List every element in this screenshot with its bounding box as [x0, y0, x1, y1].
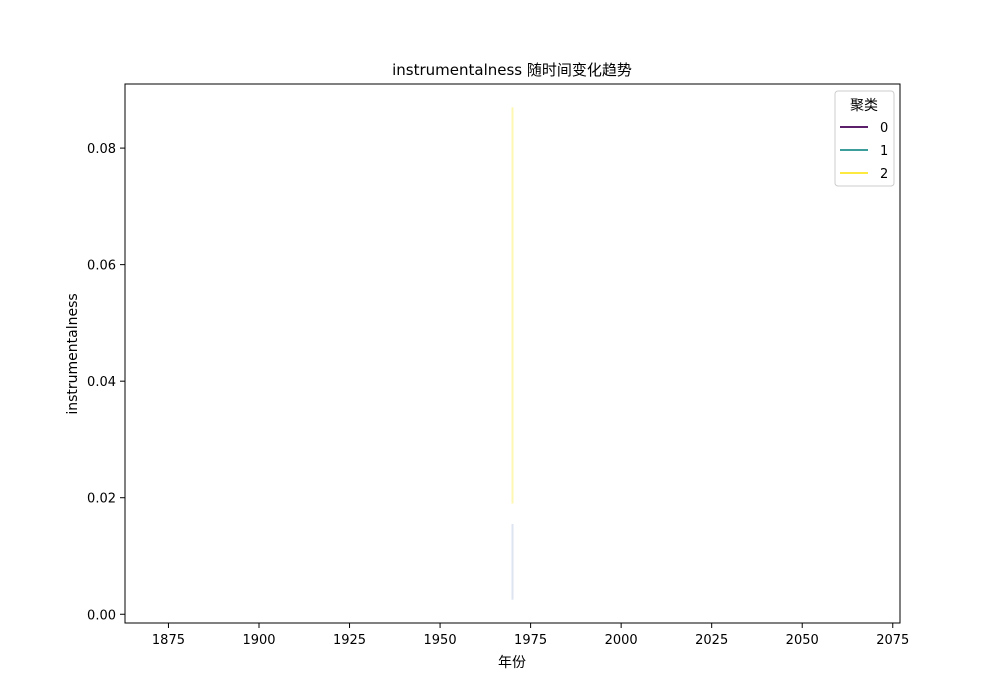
confidence-band-series-2	[511, 107, 514, 504]
y-tick-label: 0.04	[87, 375, 116, 390]
x-tick-label: 2050	[786, 633, 819, 648]
plot-area	[511, 107, 514, 600]
legend-label-1: 1	[880, 144, 888, 159]
x-tick-label: 1925	[333, 633, 366, 648]
x-tick-label: 2025	[695, 633, 728, 648]
x-axis: 1875 1900 1925 1950 1975 2000 2025 2050 2075	[152, 623, 909, 648]
plot-frame	[124, 83, 901, 624]
y-axis-label: instrumentalness	[65, 293, 81, 414]
x-axis-label: 年份	[498, 655, 526, 671]
y-tick-label: 0.06	[87, 259, 116, 274]
y-tick-label: 0.08	[87, 142, 116, 157]
legend-label-0: 0	[880, 121, 888, 136]
x-tick-label: 1975	[514, 633, 547, 648]
x-tick-label: 1950	[424, 633, 457, 648]
x-tick-label: 1875	[152, 633, 185, 648]
y-axis: 0.00 0.02 0.04 0.06 0.08	[87, 142, 125, 623]
legend-title: 聚类	[850, 98, 878, 114]
y-tick-label: 0.02	[87, 492, 116, 507]
confidence-band-series-1	[511, 523, 514, 600]
legend-label-2: 2	[880, 167, 888, 182]
legend-entries: 0 1 2	[840, 121, 888, 182]
legend: 聚类 0 1 2	[834, 90, 895, 187]
x-tick-label: 2075	[876, 633, 909, 648]
x-tick-label: 2000	[605, 633, 638, 648]
x-tick-label: 1900	[242, 633, 275, 648]
legend-frame	[834, 90, 895, 187]
y-tick-label: 0.00	[87, 608, 116, 623]
chart-title: instrumentalness 随时间变化趋势	[392, 61, 632, 79]
